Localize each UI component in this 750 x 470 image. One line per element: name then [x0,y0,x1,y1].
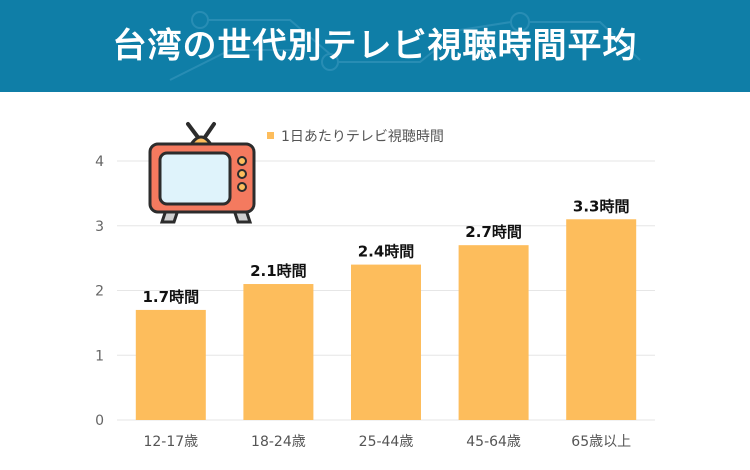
bar [458,245,529,420]
bar [351,264,421,420]
data-label: 2.7時間 [465,223,522,241]
x-tick-label: 12-17歳 [143,434,198,450]
data-label: 2.4時間 [358,243,415,261]
x-tick-label: 25-44歳 [359,434,414,450]
x-tick-label: 45-64歳 [466,434,521,450]
bar [243,284,314,420]
data-label: 1.7時間 [143,288,200,306]
legend-swatch [267,132,274,139]
y-tick-label: 4 [95,154,104,170]
bar [135,309,206,420]
y-tick-label: 3 [95,219,104,235]
y-tick-label: 0 [95,413,104,429]
y-tick-label: 1 [95,348,104,364]
tv-icon [148,122,256,224]
bar-chart: 0 1 2 3 4 1.7時間 2.1時間 2.4時間 2.7時間 3.3時間 12-17歳 18… [95,122,655,450]
x-tick-label: 18-24歳 [251,434,306,450]
legend-label: 1日あたりテレビ視聴時間 [281,129,444,145]
bar [566,219,637,420]
header-decoration [169,11,641,81]
x-tick-label: 65歳以上 [571,434,631,450]
y-axis-ticks: 0 1 2 3 4 [95,154,104,429]
data-labels: 1.7時間 2.1時間 2.4時間 2.7時間 3.3時間 [143,197,630,306]
legend: 1日あたりテレビ視聴時間 [267,129,444,145]
bars [135,219,637,420]
data-label: 3.3時間 [573,197,630,215]
x-axis-labels: 12-17歳 18-24歳 25-44歳 45-64歳 65歳以上 [143,434,631,450]
y-tick-label: 2 [95,284,104,300]
data-label: 2.1時間 [250,262,307,280]
page-title: 台湾の世代別テレビ視聴時間平均 [112,26,638,66]
header-banner: 台湾の世代別テレビ視聴時間平均 [0,0,750,92]
